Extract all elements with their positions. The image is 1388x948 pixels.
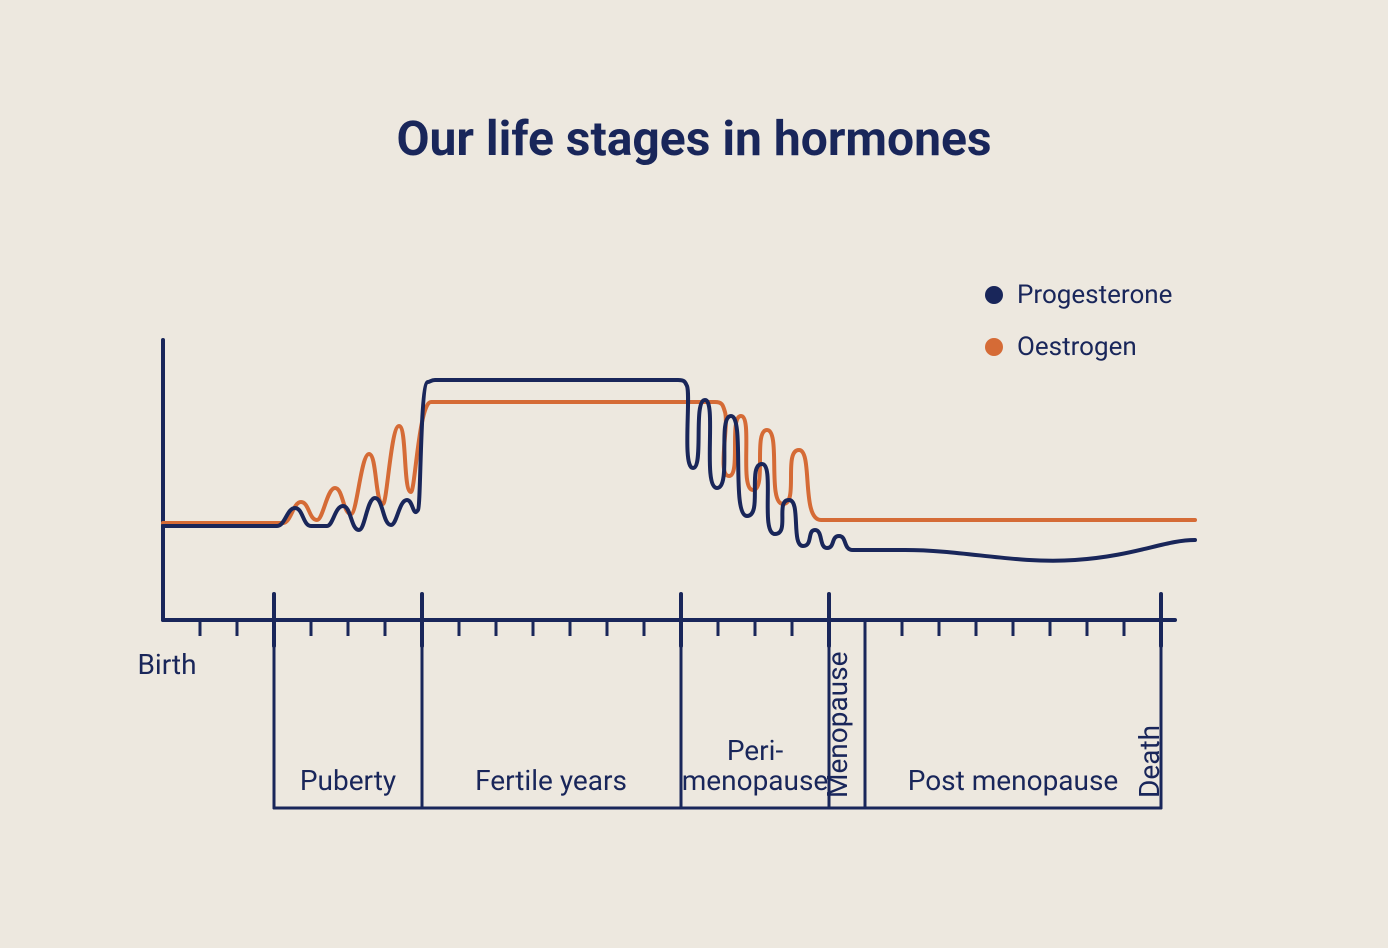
stage-label-fertile-years: Fertile years: [475, 764, 627, 797]
series-oestrogen: [163, 402, 1195, 523]
stage-label-death: Death: [1133, 725, 1166, 798]
legend-dot-progesterone: [985, 286, 1003, 304]
chart-title: Our life stages in hormones: [0, 110, 1388, 167]
legend-label-progesterone: Progesterone: [1017, 280, 1172, 310]
chart-svg: Birth Puberty Fertile years Peri-menopauseM…: [135, 330, 1335, 850]
x-label-birth: Birth: [137, 648, 196, 681]
chart-container: Our life stages in hormones Progesterone…: [0, 0, 1388, 948]
stage-label-menopause: Menopause: [821, 652, 854, 798]
stage-label-post-menopause: Post menopause: [908, 764, 1119, 797]
legend-item-progesterone: Progesterone: [985, 280, 1172, 310]
series-progesterone: [163, 380, 1195, 561]
stage-label-peri-top: Peri-: [727, 734, 784, 767]
stage-label-peri-bot: menopause: [682, 764, 829, 797]
stage-label-puberty: Puberty: [300, 764, 396, 797]
